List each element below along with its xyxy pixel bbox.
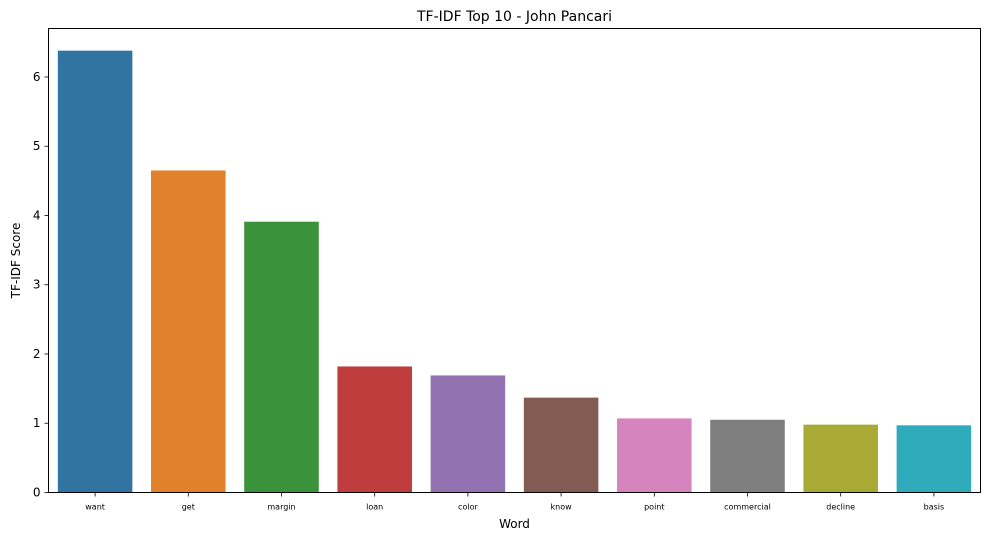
bar-decline [803,424,878,493]
y-tick-label: 3 [33,278,41,292]
x-tick-label: margin [267,503,295,512]
bar-color [430,375,506,493]
x-tick-label: loan [366,503,383,512]
x-axis-ticks: want get margin loan color know point commercia… [85,492,945,512]
plot-frame [48,28,981,493]
bar-know [523,397,599,493]
x-tick-label: basis [924,503,945,512]
x-tick-label: want [85,503,105,512]
chart-title: TF-IDF Top 10 - John Pancari [416,9,612,25]
bars-group [57,50,972,493]
y-axis-label: TF-IDF Score [9,223,23,300]
x-tick-label: know [551,503,573,512]
bar-point [617,418,692,493]
y-tick-label: 1 [33,416,41,430]
x-tick-label: decline [826,503,855,512]
x-axis-label: Word [499,517,530,531]
bar-loan [337,366,412,493]
y-tick-label: 6 [33,70,41,84]
y-tick-label: 4 [33,208,41,222]
y-axis-ticks: 0 1 2 3 4 5 6 [33,70,49,500]
y-tick-label: 5 [33,139,41,153]
x-tick-label: commercial [724,503,771,512]
bar-margin [244,221,319,493]
bar-get [151,170,226,493]
x-tick-label: color [458,503,478,512]
bar-want [57,50,133,493]
bar-basis [896,425,972,493]
y-tick-label: 0 [33,486,41,500]
bar-commercial [710,419,785,493]
y-tick-label: 2 [33,347,41,361]
x-tick-label: get [182,503,195,512]
x-tick-label: point [644,503,664,512]
